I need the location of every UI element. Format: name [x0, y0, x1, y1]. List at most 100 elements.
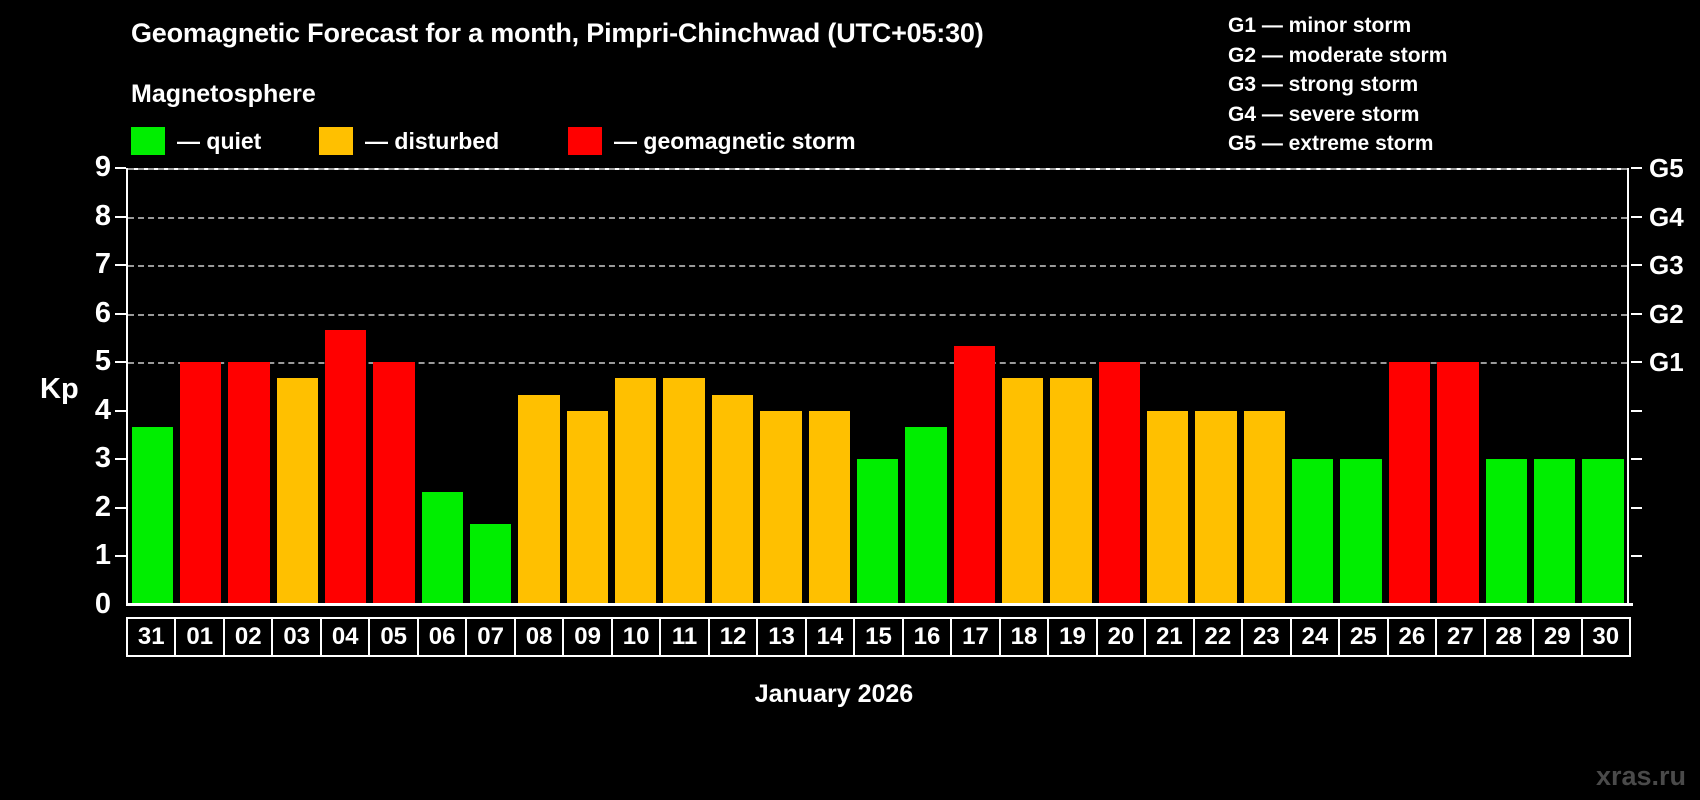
right-label-G1: G1: [1649, 347, 1684, 378]
bar-cell: [1289, 170, 1337, 605]
bar-09: [566, 410, 609, 605]
y-tick-label-0: 0: [94, 588, 111, 620]
bar-cell: [563, 170, 611, 605]
bar-cell: [757, 170, 805, 605]
y-tick-label-6: 6: [94, 296, 111, 329]
y-tick-9: [115, 167, 126, 169]
bar-29: [1533, 459, 1576, 605]
date-label-25: 25: [1338, 617, 1389, 657]
bar-cell: [1144, 170, 1192, 605]
legend-label: — quiet: [177, 127, 262, 154]
bar-24: [1292, 459, 1334, 605]
bar-16: [905, 426, 947, 605]
bar-07: [470, 523, 512, 605]
bar-cell: [1482, 170, 1530, 605]
date-label-30: 30: [1580, 617, 1632, 657]
legend-item-quiet: — quiet: [131, 126, 261, 156]
bar-cell: [370, 170, 418, 605]
bar-cell: [1579, 170, 1627, 605]
right-tick-kp-8: [1631, 215, 1642, 218]
y-tick-label-4: 4: [94, 393, 111, 426]
date-label-20: 20: [1095, 617, 1147, 657]
y-tick-label-7: 7: [94, 248, 111, 281]
storm-swatch: [568, 127, 602, 155]
bar-14: [808, 410, 850, 605]
bar-15: [856, 459, 899, 605]
gridline-kp-9: [128, 168, 1627, 170]
gridline-kp-5: [128, 362, 1627, 365]
right-tick-kp-4: [1631, 409, 1642, 412]
disturbed-swatch: [319, 127, 353, 155]
date-label-07: 07: [465, 617, 516, 657]
g-scale-row-5: G5 — extreme storm: [1228, 132, 1434, 155]
right-tick-kp-1: [1631, 555, 1642, 558]
bar-cell: [660, 170, 708, 605]
bar-cell: [1240, 170, 1288, 605]
date-label-27: 27: [1435, 617, 1486, 657]
bar-03: [276, 378, 318, 605]
right-label-G5: G5: [1649, 153, 1684, 183]
bar-26: [1388, 362, 1431, 605]
date-label-04: 04: [319, 617, 371, 657]
bar-cell: [708, 170, 756, 605]
bar-cell: [902, 170, 950, 605]
right-label-G4: G4: [1649, 201, 1684, 232]
date-label-22: 22: [1192, 617, 1244, 657]
y-tick-label-9: 9: [94, 151, 111, 183]
y-tick-8: [115, 215, 126, 218]
y-tick-label-8: 8: [94, 199, 111, 232]
y-tick-label-1: 1: [94, 539, 111, 572]
bar-27: [1437, 362, 1479, 605]
y-tick-label-3: 3: [94, 442, 111, 475]
date-label-17: 17: [950, 617, 1001, 657]
legend-label: — geomagnetic storm: [614, 127, 856, 154]
bar-20: [1098, 362, 1141, 605]
bar-cell: [467, 170, 515, 605]
gridline-kp-7: [128, 265, 1627, 268]
bar-28: [1485, 459, 1527, 605]
date-label-24: 24: [1289, 617, 1341, 657]
bar-10: [615, 378, 657, 605]
date-label-29: 29: [1532, 617, 1583, 657]
bar-11: [663, 378, 705, 605]
date-label-02: 02: [222, 617, 274, 657]
bar-cell: [1047, 170, 1095, 605]
y-tick-6: [115, 312, 126, 315]
date-label-09: 09: [562, 617, 613, 657]
quiet-swatch: [131, 127, 165, 155]
plot-area: [126, 168, 1629, 605]
watermark: xras.ru: [1595, 761, 1686, 791]
gridlines: [128, 168, 1627, 605]
bar-cell: [515, 170, 563, 605]
bar-cell: [1337, 170, 1385, 605]
right-tick-kp-7: [1631, 264, 1642, 267]
date-label-15: 15: [853, 617, 904, 657]
bar-08: [518, 394, 560, 605]
date-label-19: 19: [1047, 617, 1098, 657]
bar-12: [711, 394, 754, 605]
right-tick-kp-9: [1631, 167, 1642, 169]
bar-23: [1243, 410, 1286, 605]
date-label-14: 14: [804, 617, 856, 657]
bar-cell: [418, 170, 466, 605]
date-label-21: 21: [1144, 617, 1195, 657]
date-label-10: 10: [610, 617, 662, 657]
bar-21: [1147, 410, 1189, 605]
bar-cell: [805, 170, 853, 605]
bar-cell: [128, 170, 176, 605]
bar-04: [324, 329, 367, 605]
right-label-G3: G3: [1649, 250, 1684, 281]
bar-30: [1582, 459, 1624, 605]
g-scale-row-1: G1 — minor storm: [1228, 14, 1412, 37]
g-scale-legend: G1 — minor storm G2 — moderate storm G3 — …: [1228, 11, 1447, 159]
bar-series: [128, 170, 1627, 605]
bar-cell: [1192, 170, 1240, 605]
gridline-kp-8: [128, 216, 1627, 219]
bar-cell: [1434, 170, 1482, 605]
date-label-23: 23: [1241, 617, 1292, 657]
y-tick-1: [115, 555, 126, 558]
y-tick-5: [115, 361, 126, 364]
date-label-16: 16: [901, 617, 953, 657]
y-tick-label-2: 2: [94, 490, 111, 523]
g-scale-row-3: G3 — strong storm: [1228, 73, 1419, 96]
